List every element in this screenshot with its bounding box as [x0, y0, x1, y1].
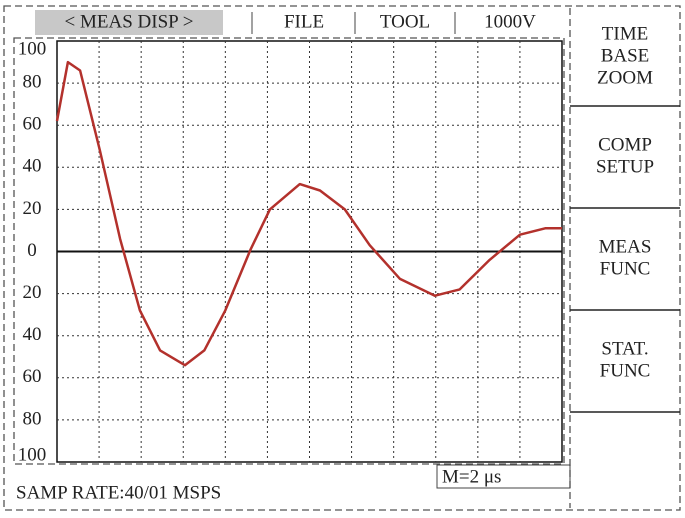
side-button-text[interactable]: STAT.	[601, 338, 648, 359]
y-tick-label: 80	[23, 408, 42, 429]
side-button-text[interactable]: TIME	[602, 23, 648, 44]
y-tick-label: 100	[18, 38, 47, 59]
side-button-text[interactable]: BASE	[601, 45, 650, 66]
y-tick-label: 40	[23, 324, 42, 345]
waveform	[55, 60, 562, 367]
y-tick-label: 0	[27, 240, 37, 261]
menu-item[interactable]: FILE	[284, 11, 324, 32]
y-tick-label: 60	[23, 366, 42, 387]
y-tick-label: 80	[23, 71, 42, 92]
side-button-text[interactable]: FUNC	[600, 258, 651, 279]
menu-item[interactable]: 1000V	[484, 11, 536, 32]
y-tick-label: 100	[18, 444, 47, 465]
menu-item[interactable]: < MEAS DISP >	[65, 11, 194, 32]
side-button-text[interactable]: MEAS	[599, 236, 652, 257]
menu-highlight	[35, 10, 223, 35]
timebase: M=2 μs	[442, 466, 501, 487]
timebase-box	[436, 464, 571, 489]
y-tick-label: 20	[23, 198, 42, 219]
y-tick-label: 40	[23, 156, 42, 177]
side-button-text[interactable]: ZOOM	[597, 67, 653, 88]
menu-item[interactable]: TOOL	[380, 11, 430, 32]
outer-frame	[3, 5, 681, 511]
plot-frame	[13, 37, 565, 465]
y-tick-label: 60	[23, 114, 42, 135]
side-button-text[interactable]: FUNC	[600, 360, 651, 381]
sample-rate: SAMP RATE:40/01 MSPS	[16, 482, 221, 503]
y-tick-label: 20	[23, 282, 42, 303]
side-button-text[interactable]: COMP	[598, 134, 652, 155]
side-button-text[interactable]: SETUP	[596, 156, 654, 177]
